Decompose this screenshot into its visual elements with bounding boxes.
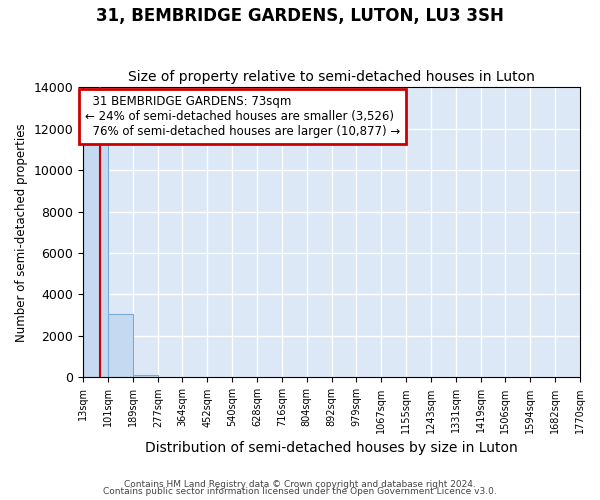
- Title: Size of property relative to semi-detached houses in Luton: Size of property relative to semi-detach…: [128, 70, 535, 85]
- Text: Contains public sector information licensed under the Open Government Licence v3: Contains public sector information licen…: [103, 488, 497, 496]
- X-axis label: Distribution of semi-detached houses by size in Luton: Distribution of semi-detached houses by …: [145, 441, 518, 455]
- Y-axis label: Number of semi-detached properties: Number of semi-detached properties: [15, 123, 28, 342]
- Text: 31, BEMBRIDGE GARDENS, LUTON, LU3 3SH: 31, BEMBRIDGE GARDENS, LUTON, LU3 3SH: [96, 8, 504, 26]
- Bar: [83, 141, 108, 378]
- Bar: [108, 314, 133, 378]
- Bar: [133, 374, 158, 378]
- Text: 31 BEMBRIDGE GARDENS: 73sqm  
← 24% of semi-detached houses are smaller (3,526)
: 31 BEMBRIDGE GARDENS: 73sqm ← 24% of sem…: [85, 96, 400, 138]
- Text: Contains HM Land Registry data © Crown copyright and database right 2024.: Contains HM Land Registry data © Crown c…: [124, 480, 476, 489]
